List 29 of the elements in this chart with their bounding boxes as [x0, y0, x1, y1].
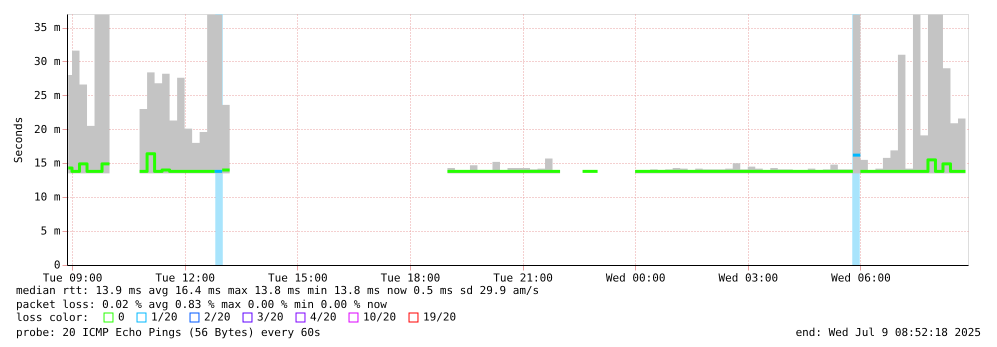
x-tick-label: Wed 06:00: [831, 272, 891, 284]
y-tick-label: 0: [54, 258, 60, 272]
text: probe: 20 ICMP Echo Pings (56 Bytes) every 60s: [16, 326, 321, 339]
y-tick-label: 5 m: [40, 224, 61, 238]
x-tick-label: Wed 03:00: [718, 272, 778, 284]
legend-title: loss color:: [16, 311, 89, 324]
x-tick-label: Tue 21:00: [493, 272, 553, 284]
y-tick-label: 35 m: [34, 21, 61, 34]
x-tick-label: Tue 18:00: [380, 272, 440, 284]
x-tick-label: Tue 09:00: [42, 272, 102, 284]
x-tick-label: Tue 12:00: [155, 272, 215, 284]
y-tick-label: 20 m: [34, 122, 61, 136]
legend-label: 4/20: [310, 310, 336, 324]
y-tick-label: 25 m: [34, 88, 61, 102]
legend-label: 19/20: [423, 310, 456, 324]
text: median rtt: 13.9 ms avg 16.4 ms max 13.8 ms min 13.8 ms now 0.5 ms sd 29.9 am/s: [16, 284, 540, 297]
legend-label: 10/20: [363, 310, 396, 324]
text: end: Wed Jul 9 08:52:18 2025: [796, 326, 981, 339]
y-tick-label: 30 m: [34, 54, 61, 68]
x-tick-label: Tue 15:00: [268, 272, 328, 284]
legend-label: 2/20: [204, 310, 230, 324]
legend-label: 3/20: [257, 310, 284, 324]
text: packet loss: 0.02 % avg 0.83 % max 0.00 % min 0.00 % now: [16, 298, 388, 311]
legend-label: 0: [118, 310, 125, 324]
x-tick-label: Wed 00:00: [606, 272, 666, 284]
y-tick-label: 15 m: [34, 156, 61, 170]
legend-label: 1/20: [151, 310, 178, 324]
y-axis-title: Seconds: [12, 116, 26, 164]
y-tick-label: 10 m: [34, 190, 61, 204]
